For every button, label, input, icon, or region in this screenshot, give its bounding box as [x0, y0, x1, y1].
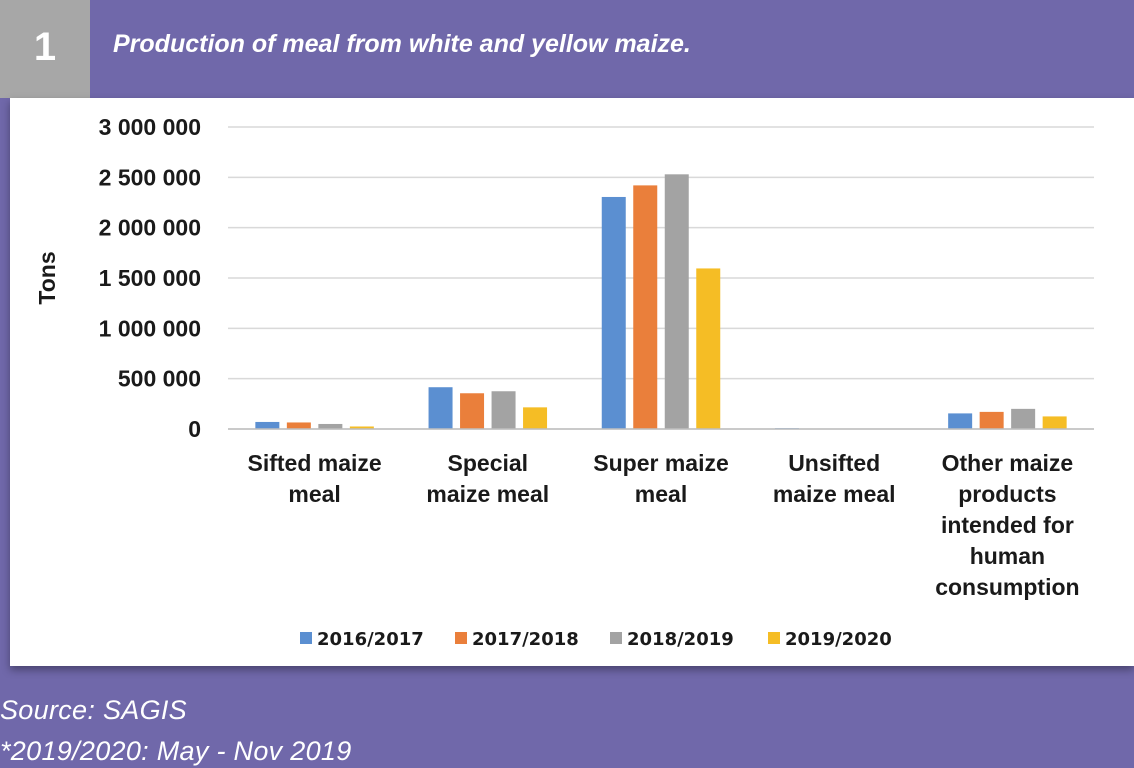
bar-2016-2017 — [601, 196, 626, 429]
category-label: Unsifted — [788, 450, 880, 476]
source-note: Source: SAGIS — [0, 695, 187, 725]
legend-swatch — [455, 632, 467, 644]
bar-2018-2019 — [491, 391, 516, 429]
bar-2018-2019 — [318, 423, 343, 429]
legend-label: 2019/2020 — [785, 629, 892, 650]
y-tick-label: 500 000 — [118, 366, 201, 392]
category-label: Special — [448, 450, 529, 476]
bar-2019-2020 — [349, 426, 374, 429]
legend-label: 2017/2018 — [472, 629, 579, 650]
bar-2016-2017 — [428, 387, 453, 429]
bar-2018-2019 — [664, 174, 689, 429]
bar-2019-2020 — [523, 407, 548, 429]
legend-swatch — [768, 632, 780, 644]
period-note: *2019/2020: May - Nov 2019 — [0, 736, 352, 766]
y-tick-label: 2 500 000 — [99, 164, 201, 190]
legend-swatch — [300, 632, 312, 644]
bar-chart: 0 500 000 1 000 000 1 500 000 2 000 000 2 500… — [34, 114, 1094, 650]
y-tick-label: 3 000 000 — [99, 114, 201, 140]
category-label: Super maize — [593, 450, 729, 476]
bar-2017-2018 — [460, 393, 485, 429]
category-label: meal — [288, 481, 340, 507]
bar-2018-2019 — [1011, 408, 1036, 429]
bar-2019-2020 — [696, 268, 721, 429]
figure-title: Production of meal from white and yellow… — [113, 30, 691, 58]
y-axis-label: Tons — [34, 251, 60, 304]
legend-label: 2018/2019 — [627, 629, 734, 650]
bar-2016-2017 — [948, 413, 973, 429]
category-label: consumption — [935, 574, 1079, 600]
category-label: Sifted maize — [247, 450, 381, 476]
bar-2019-2020 — [1042, 416, 1067, 429]
legend-swatch — [610, 632, 622, 644]
category-label: products — [958, 481, 1056, 507]
bar-2017-2018 — [979, 411, 1004, 429]
y-tick-label: 1 500 000 — [99, 265, 201, 291]
chart-panel: 0 500 000 1 000 000 1 500 000 2 000 000 2 500… — [10, 98, 1134, 666]
legend-label: 2016/2017 — [317, 629, 424, 650]
category-label: Other maize — [942, 450, 1074, 476]
category-label: meal — [635, 481, 687, 507]
y-tick-label: 2 000 000 — [99, 215, 201, 241]
category-label: intended for — [941, 512, 1074, 538]
category-label: human — [970, 543, 1045, 569]
bar-2016-2017 — [255, 421, 280, 429]
category-label: maize meal — [426, 481, 549, 507]
figure-number-badge: 1 — [0, 0, 90, 98]
bar-2017-2018 — [633, 185, 658, 429]
y-tick-label: 1 000 000 — [99, 315, 201, 341]
bar-2017-2018 — [286, 422, 311, 429]
category-label: maize meal — [773, 481, 896, 507]
y-tick-label: 0 — [188, 416, 201, 442]
